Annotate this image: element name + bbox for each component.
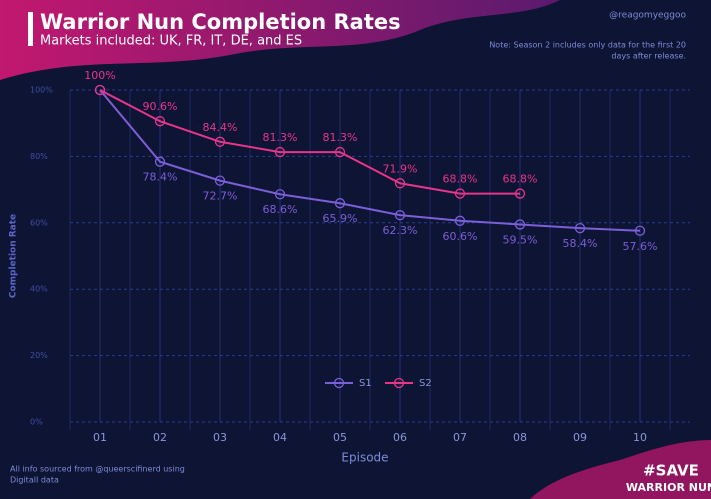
chart-title: Warrior Nun Completion Rates: [40, 10, 401, 34]
value-label: 81.3%: [263, 131, 298, 144]
point: [274, 189, 286, 200]
source: All info sourced from @queerscifinerd us…: [10, 465, 185, 474]
y-tick-label: 40%: [30, 285, 48, 294]
legend-marker: [393, 377, 405, 389]
point: [394, 178, 406, 189]
value-label: 68.8%: [503, 173, 538, 186]
logo: #SAVE: [643, 462, 699, 480]
note: Note: Season 2 includes only data for th…: [489, 41, 686, 50]
y-tick-label: 100%: [30, 86, 53, 95]
value-label: 90.6%: [143, 100, 178, 113]
value-label: 72.7%: [203, 190, 238, 203]
point: [514, 188, 526, 199]
value-label: 100%: [84, 69, 115, 82]
x-tick-label: 02: [153, 431, 167, 444]
x-tick-label: 03: [213, 431, 227, 444]
subtitle: Markets included: UK, FR, IT, DE, and ES: [40, 34, 302, 49]
x-tick-label: 09: [573, 431, 587, 444]
point: [214, 136, 226, 147]
value-label: 71.9%: [383, 162, 418, 175]
point: [394, 210, 406, 221]
legend-label: S1: [359, 378, 372, 389]
footer-wave: [530, 440, 711, 499]
point: [574, 222, 586, 234]
value-label: 57.6%: [623, 240, 658, 253]
series-line: [99, 89, 520, 195]
legend-label: S2: [419, 378, 432, 389]
point: [454, 215, 466, 226]
x-tick-label: 05: [333, 431, 347, 444]
point: [154, 116, 166, 127]
y-tick-label: 60%: [30, 218, 48, 227]
legend-marker: [333, 377, 345, 389]
point: [334, 198, 346, 209]
value-label: 65.9%: [323, 212, 358, 225]
y-axis-label: Completion Rate: [9, 214, 19, 298]
note: days after release.: [611, 52, 686, 61]
value-label: 59.5%: [503, 233, 538, 246]
x-tick-label: 10: [633, 431, 647, 444]
y-tick-label: 20%: [30, 351, 48, 360]
source: DigitalI data: [10, 476, 59, 485]
value-label: 58.4%: [563, 237, 598, 250]
logo: WARRIOR NUN: [626, 481, 711, 494]
value-label: 84.4%: [203, 121, 238, 134]
x-tick-label: 07: [453, 431, 467, 444]
x-tick-label: 06: [393, 431, 407, 444]
x-tick-label: 01: [93, 431, 107, 444]
point: [334, 146, 346, 158]
x-axis-label: Episode: [341, 451, 388, 465]
point: [634, 225, 646, 236]
handle: @reagomyeggoo: [609, 11, 686, 21]
series-line: [99, 89, 641, 232]
point: [214, 175, 226, 186]
value-label: 78.4%: [143, 171, 178, 184]
value-label: 68.8%: [443, 173, 478, 186]
value-label: 62.3%: [383, 224, 418, 237]
point: [454, 188, 466, 199]
y-tick-label: 0%: [30, 418, 43, 427]
value-label: 68.6%: [263, 203, 298, 216]
point: [94, 84, 106, 96]
point: [274, 146, 286, 158]
x-tick-label: 04: [273, 431, 287, 444]
title-bar: [28, 12, 33, 46]
y-tick-label: 80%: [30, 152, 48, 161]
value-label: 81.3%: [323, 131, 358, 144]
point: [154, 156, 166, 167]
point: [514, 219, 526, 230]
value-label: 60.6%: [443, 230, 478, 243]
header-wave: [0, 0, 560, 80]
x-tick-label: 08: [513, 431, 527, 444]
